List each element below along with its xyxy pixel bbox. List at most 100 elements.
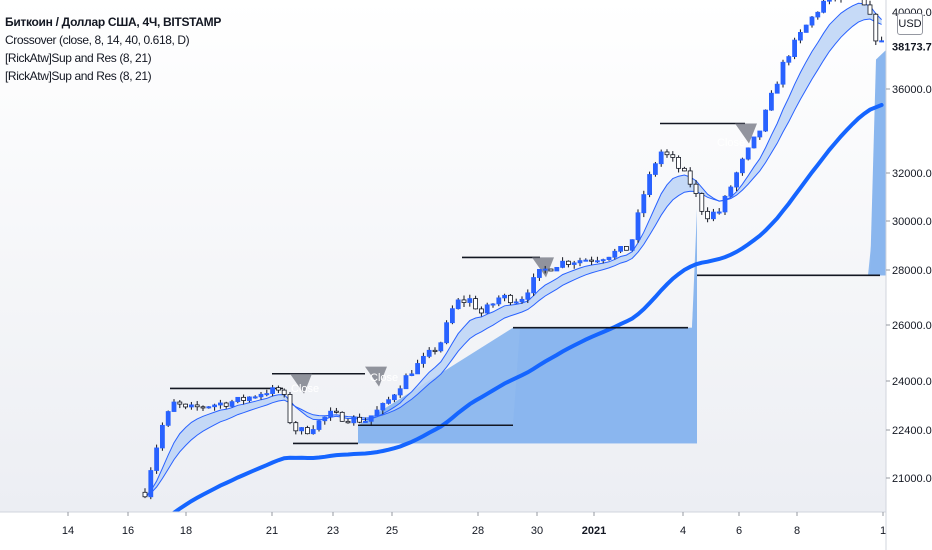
- indicator-crossover[interactable]: Crossover (close, 8, 14, 40, 0.618, D): [5, 33, 190, 47]
- candle-body: [658, 151, 664, 165]
- candle-body: [740, 158, 745, 174]
- x-tick-label: 4: [680, 525, 686, 537]
- sr-fill-main: [358, 327, 692, 444]
- x-tick-label: 16: [122, 525, 134, 537]
- x-tick-label: 8: [794, 525, 800, 537]
- candle-body: [362, 420, 368, 423]
- candle-body: [235, 396, 241, 403]
- y-tick-label: 26000.00: [892, 320, 932, 332]
- candle-body: [589, 259, 594, 262]
- candle-body: [409, 373, 415, 376]
- candle-body: [223, 402, 229, 407]
- candle-body: [449, 308, 455, 324]
- sr-fill-spike: [692, 240, 697, 444]
- symbol-title[interactable]: Биткоин / Доллар США, 4Ч, BITSTAMP: [5, 15, 222, 29]
- candle-body: [264, 393, 270, 396]
- x-tick-label: 14: [62, 525, 74, 537]
- y-tick-label: 22400.00: [892, 425, 932, 437]
- candle-body: [699, 193, 705, 212]
- candle-body: [159, 424, 165, 449]
- candle-body: [287, 394, 293, 424]
- candle-body: [525, 292, 531, 300]
- candle-body: [391, 394, 397, 401]
- candle-body: [507, 294, 513, 304]
- indicator-sup-res-2[interactable]: [RickAtw]Sup and Res (8, 21): [5, 69, 152, 83]
- close-marker-2: [532, 257, 554, 278]
- candle-body: [548, 268, 554, 272]
- candle-body: [328, 410, 334, 418]
- candle-body: [293, 422, 299, 432]
- x-tick-label: 6: [736, 525, 742, 537]
- close-marker-3: [735, 123, 757, 144]
- candle-body: [560, 260, 565, 268]
- candle-body: [345, 420, 351, 424]
- candle-body: [606, 256, 612, 260]
- candle-body: [502, 294, 508, 299]
- candle-body: [165, 411, 171, 426]
- candle-body: [676, 157, 681, 169]
- candle-body: [270, 387, 276, 394]
- candle-body: [467, 298, 473, 303]
- candle-body: [206, 406, 212, 409]
- candle-body: [171, 401, 177, 412]
- candle-body: [542, 268, 548, 271]
- candle-body: [815, 11, 821, 18]
- candle-body: [275, 387, 281, 391]
- candle-body: [177, 401, 183, 405]
- x-tick-label: 18: [180, 525, 192, 537]
- x-tick-label: 28: [472, 525, 484, 537]
- candle-body: [803, 24, 809, 33]
- candle-body: [653, 163, 658, 175]
- candle-body: [478, 308, 484, 314]
- candle-body: [310, 429, 316, 435]
- candle-body: [600, 259, 606, 262]
- candle-body: [368, 415, 374, 422]
- candle-body: [281, 389, 287, 395]
- candle-body: [861, 0, 867, 6]
- candle-body: [432, 349, 438, 352]
- candle-body: [745, 147, 751, 160]
- candle-body: [664, 151, 670, 156]
- candle-body: [455, 299, 461, 310]
- ema-fast-line: [144, 2, 882, 498]
- candle-body: [531, 277, 536, 294]
- candle-body: [316, 420, 322, 430]
- candle-body: [629, 239, 635, 251]
- candle-body: [374, 409, 380, 417]
- x-tick-label: 21: [266, 525, 278, 537]
- x-tick-label: 1: [880, 525, 886, 537]
- sr-fill-0: [358, 327, 513, 444]
- candle-body: [513, 301, 519, 304]
- candle-body: [722, 195, 728, 213]
- candle-body: [571, 262, 577, 265]
- candle-body: [258, 393, 264, 398]
- candle-body: [519, 298, 525, 303]
- candle-body: [705, 210, 710, 220]
- candle-body: [734, 172, 739, 188]
- candle-body: [252, 396, 258, 399]
- indicator-sup-res-1[interactable]: [RickAtw]Sup and Res (8, 21): [5, 51, 152, 65]
- candle-body: [438, 342, 444, 352]
- ema-mid-line: [144, 18, 882, 498]
- candle-body: [444, 322, 450, 344]
- candle-body: [490, 303, 496, 306]
- y-tick-label: 30000.00: [892, 216, 932, 228]
- candle-body: [647, 174, 652, 195]
- close-marker-1: [365, 366, 387, 387]
- y-tick-label: 28000.00: [892, 265, 932, 277]
- last-price-bg: [888, 37, 932, 56]
- last-price-label: 38173.73: [892, 42, 932, 54]
- candle-body: [188, 404, 194, 408]
- close-label-0: Close: [291, 383, 319, 395]
- candle-body: [635, 212, 641, 241]
- candle-body: [682, 167, 687, 172]
- candle-body: [299, 427, 305, 432]
- candle-body: [322, 416, 328, 422]
- candle-body: [867, 4, 873, 15]
- y-tick-label: 24000.00: [892, 376, 932, 388]
- candle-body: [757, 130, 763, 138]
- currency-button[interactable]: USD: [897, 13, 923, 35]
- candle-body: [426, 349, 432, 357]
